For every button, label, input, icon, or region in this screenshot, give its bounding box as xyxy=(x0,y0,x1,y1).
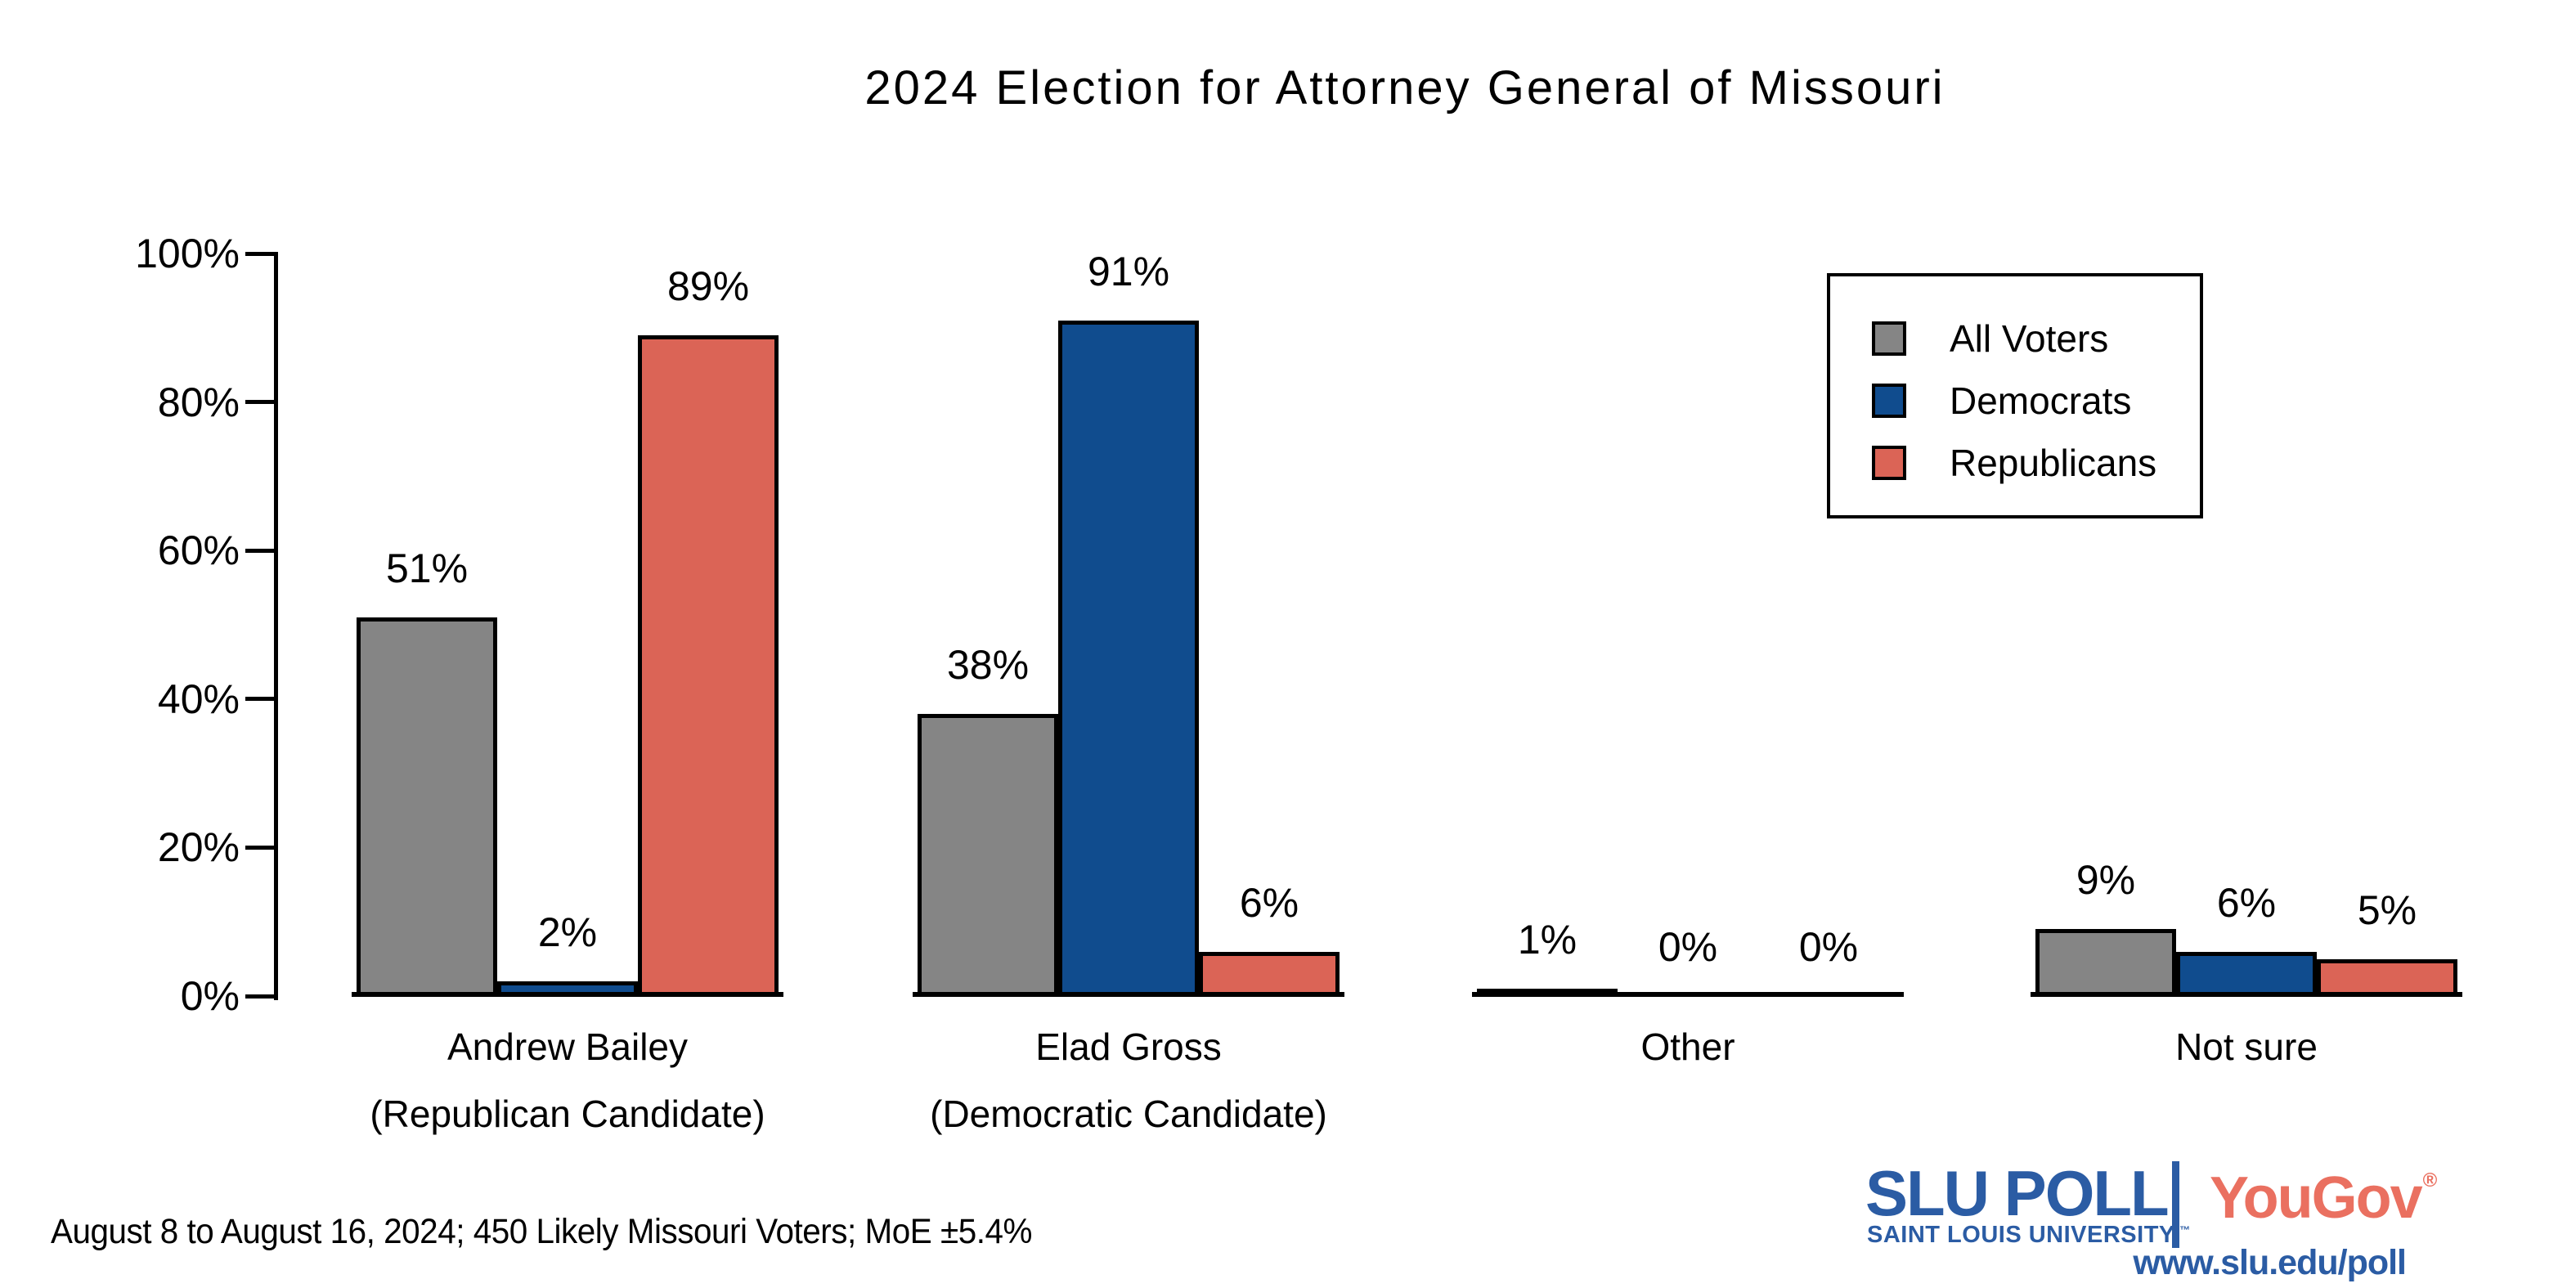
bar-value-label: 5% xyxy=(2357,887,2417,933)
y-tick-mark xyxy=(245,845,276,850)
bar-republicans xyxy=(2317,959,2457,996)
category-label: Elad Gross xyxy=(1035,1025,1222,1068)
category-label: Other xyxy=(1640,1025,1735,1068)
bar-democrats xyxy=(497,981,638,996)
bar-all-voters xyxy=(2035,929,2176,996)
slu-poll-wordmark: SLU POLL xyxy=(1865,1157,2170,1229)
bar-value-label: 91% xyxy=(1087,249,1170,294)
slu-poll-url: www.slu.edu/poll xyxy=(2133,1243,2407,1282)
bar-value-label: 6% xyxy=(2216,880,2277,926)
bar-republicans xyxy=(1199,952,1340,996)
bar-all-voters xyxy=(1477,989,1618,997)
legend-swatch-republicans xyxy=(1872,446,1906,480)
y-tick-mark xyxy=(245,697,276,702)
registered-symbol: ® xyxy=(2422,1169,2438,1192)
bar-value-label: 1% xyxy=(1517,917,1577,963)
category-sublabel: (Democratic Candidate) xyxy=(930,1093,1327,1135)
bar-value-label: 9% xyxy=(2076,857,2136,903)
legend-label: All Voters xyxy=(1950,317,2109,360)
category-sublabel: (Republican Candidate) xyxy=(370,1093,765,1135)
slu-subtitle: SAINT LOUIS UNIVERSITY.™ xyxy=(1867,1222,2191,1249)
trademark-symbol: ™ xyxy=(2179,1223,2191,1236)
y-tick-mark xyxy=(245,400,276,405)
legend-label: Democrats xyxy=(1950,379,2132,422)
bar-value-label: 2% xyxy=(537,909,598,955)
y-axis-line xyxy=(274,252,278,1000)
group-baseline xyxy=(1472,992,1904,997)
y-tick-label: 100% xyxy=(135,231,240,276)
legend-label: Republicans xyxy=(1950,442,2157,484)
methodology-note: August 8 to August 16, 2024; 450 Likely … xyxy=(51,1212,1032,1251)
y-tick-mark xyxy=(245,548,276,553)
y-tick-label: 60% xyxy=(157,527,240,574)
bar-democrats xyxy=(2176,952,2317,996)
bar-value-label: 38% xyxy=(946,642,1030,688)
chart-title: 2024 Election for Attorney General of Mi… xyxy=(864,61,1945,114)
bar-all-voters xyxy=(918,714,1058,996)
y-tick-mark xyxy=(245,994,276,999)
y-tick-mark xyxy=(245,251,276,256)
bar-democrats xyxy=(1058,321,1199,996)
slu-subtitle-text: SAINT LOUIS UNIVERSITY. xyxy=(1867,1222,2180,1248)
bar-value-label: 0% xyxy=(1798,924,1859,970)
category-label: Andrew Bailey xyxy=(447,1025,689,1068)
bar-value-label: 51% xyxy=(385,545,469,591)
logo-separator-bar xyxy=(2172,1161,2179,1248)
category-label: Not sure xyxy=(2175,1025,2318,1068)
bar-all-voters xyxy=(357,617,497,996)
y-tick-label: 0% xyxy=(180,973,240,1019)
bar-republicans xyxy=(638,335,779,996)
yougov-text: YouGov xyxy=(2210,1165,2423,1231)
y-tick-label: 40% xyxy=(157,675,240,722)
bar-value-label: 0% xyxy=(1658,924,1718,970)
bar-value-label: 89% xyxy=(666,263,750,309)
yougov-wordmark: YouGov® xyxy=(2210,1165,2438,1232)
bar-value-label: 6% xyxy=(1239,880,1299,926)
legend-swatch-all-voters xyxy=(1872,321,1906,356)
legend-swatch-democrats xyxy=(1872,384,1906,418)
y-tick-label: 20% xyxy=(157,824,240,871)
y-tick-label: 80% xyxy=(157,379,240,425)
